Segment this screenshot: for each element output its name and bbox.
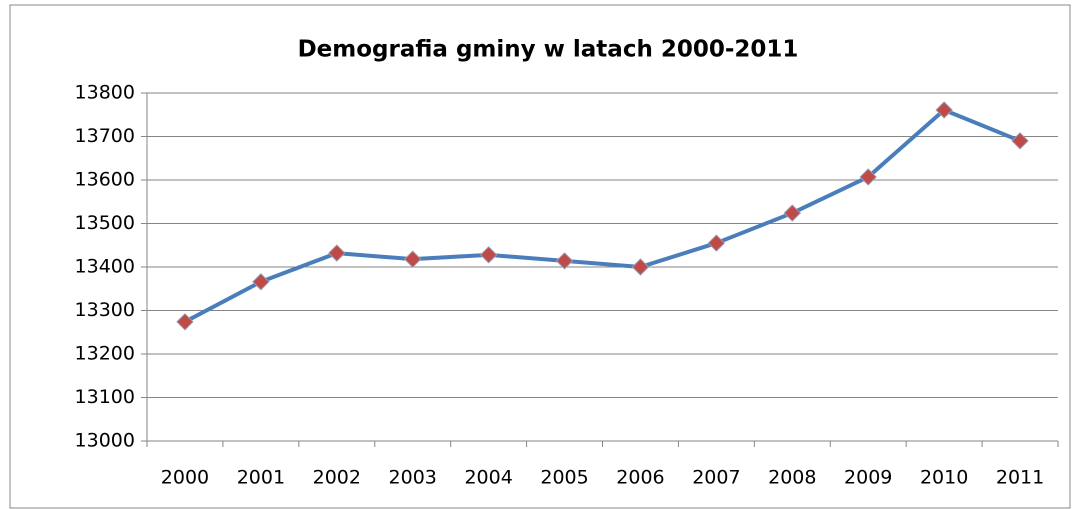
- y-tick-label: 13700: [75, 125, 135, 147]
- data-marker: [631, 258, 650, 276]
- data-marker: [479, 246, 498, 264]
- y-tick-label: 13300: [75, 299, 135, 321]
- y-tick-label: 13200: [75, 343, 135, 365]
- x-tick-label: 2010: [920, 467, 968, 489]
- y-tick-label: 13100: [75, 386, 135, 408]
- data-marker: [783, 204, 801, 222]
- chart-title: Demografia gminy w latach 2000-2011: [298, 37, 799, 63]
- chart-frame: [9, 4, 1071, 509]
- y-tick-label: 13500: [75, 212, 135, 234]
- data-marker: [176, 313, 194, 331]
- data-line: [184, 107, 1021, 324]
- x-tick-label: 2008: [768, 467, 816, 489]
- data-marker: [707, 234, 726, 252]
- x-tick-label: 2000: [161, 467, 209, 489]
- data-marker: [252, 273, 270, 291]
- data-marker: [404, 250, 422, 268]
- data-marker: [555, 252, 574, 270]
- y-tick-label: 13600: [75, 169, 135, 191]
- x-tick-label: 2005: [540, 467, 588, 489]
- x-tick-label: 2007: [692, 467, 740, 489]
- x-tick-label: 2009: [844, 467, 892, 489]
- x-tick-label: 2002: [313, 467, 361, 489]
- y-tick-label: 13800: [75, 82, 135, 104]
- data-marker: [1011, 132, 1029, 150]
- data-marker: [328, 244, 346, 262]
- x-tick-label: 2006: [616, 467, 664, 489]
- x-tick-label: 2004: [464, 467, 512, 489]
- x-tick-label: 2003: [389, 467, 437, 489]
- data-marker: [859, 168, 877, 186]
- y-tick-label: 13400: [75, 256, 135, 278]
- data-marker: [935, 101, 953, 119]
- x-tick-label: 2001: [237, 467, 285, 489]
- y-tick-label: 13000: [75, 430, 135, 452]
- x-tick-label: 2011: [996, 467, 1044, 489]
